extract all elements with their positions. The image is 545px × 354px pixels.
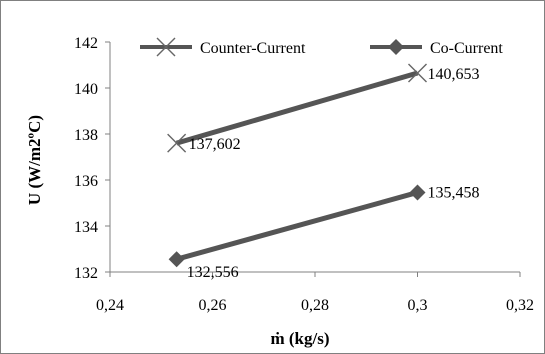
y-tick-label: 140 <box>74 81 98 98</box>
series-point-marker-x <box>408 63 427 83</box>
tick-labels: 132 134 136 138 140 142 0,24 0,26 0,28 0,3 0,32 <box>74 35 534 314</box>
series-line-co-current <box>175 190 419 262</box>
y-tick-label: 136 <box>74 173 98 190</box>
y-tick-label: 132 <box>74 265 98 282</box>
data-label: 137,602 <box>189 136 241 153</box>
x-tick-label: 0,24 <box>96 297 124 314</box>
data-label: 140,653 <box>428 66 480 83</box>
series-point-marker-diamond <box>168 251 185 268</box>
y-tick-label: 138 <box>74 127 98 144</box>
data-label: 135,458 <box>428 184 480 201</box>
legend-item-counter-current: Counter-Current <box>140 37 306 57</box>
x-tick-label: 0,32 <box>506 297 534 314</box>
y-tick-label: 142 <box>74 35 98 52</box>
x-tick-label: 0,26 <box>199 297 227 314</box>
legend-label: Co-Current <box>430 40 503 57</box>
x-tick-label: 0,3 <box>408 297 428 314</box>
series-point-marker-x <box>156 37 176 57</box>
y-tick-label: 134 <box>74 219 98 236</box>
y-axis-title: U (W/m2ºC) <box>25 115 44 205</box>
data-labels: 137,602 140,653 132,556 135,458 <box>187 66 480 281</box>
legend: Counter-Current Co-Current <box>140 37 503 57</box>
series-layer <box>167 63 427 268</box>
x-axis-title: ṁ (kg/s) <box>270 329 329 348</box>
data-label: 132,556 <box>187 264 239 281</box>
series-line-counter-current <box>175 70 419 146</box>
legend-label: Counter-Current <box>200 40 306 57</box>
series-point-marker-x <box>167 133 187 153</box>
series-point-marker-diamond <box>409 184 426 201</box>
legend-item-co-current: Co-Current <box>370 39 503 57</box>
series-point-marker-diamond <box>388 39 404 55</box>
x-tick-label: 0,28 <box>301 297 329 314</box>
